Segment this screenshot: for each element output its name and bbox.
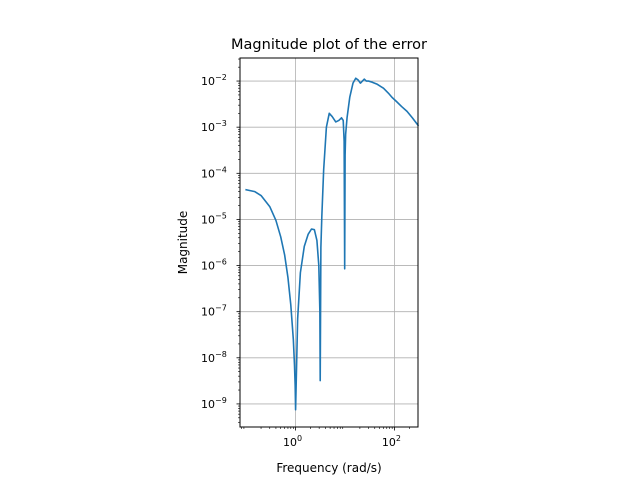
tick-marks <box>236 58 410 431</box>
chart-title: Magnitude plot of the error <box>231 37 427 53</box>
series-line <box>245 77 420 411</box>
grid-lines <box>240 58 418 427</box>
series-layer <box>245 77 420 411</box>
y-axis-label: Magnitude <box>176 211 190 275</box>
x-axis-label: Frequency (rad/s) <box>276 461 381 475</box>
axes-frame <box>239 57 419 428</box>
